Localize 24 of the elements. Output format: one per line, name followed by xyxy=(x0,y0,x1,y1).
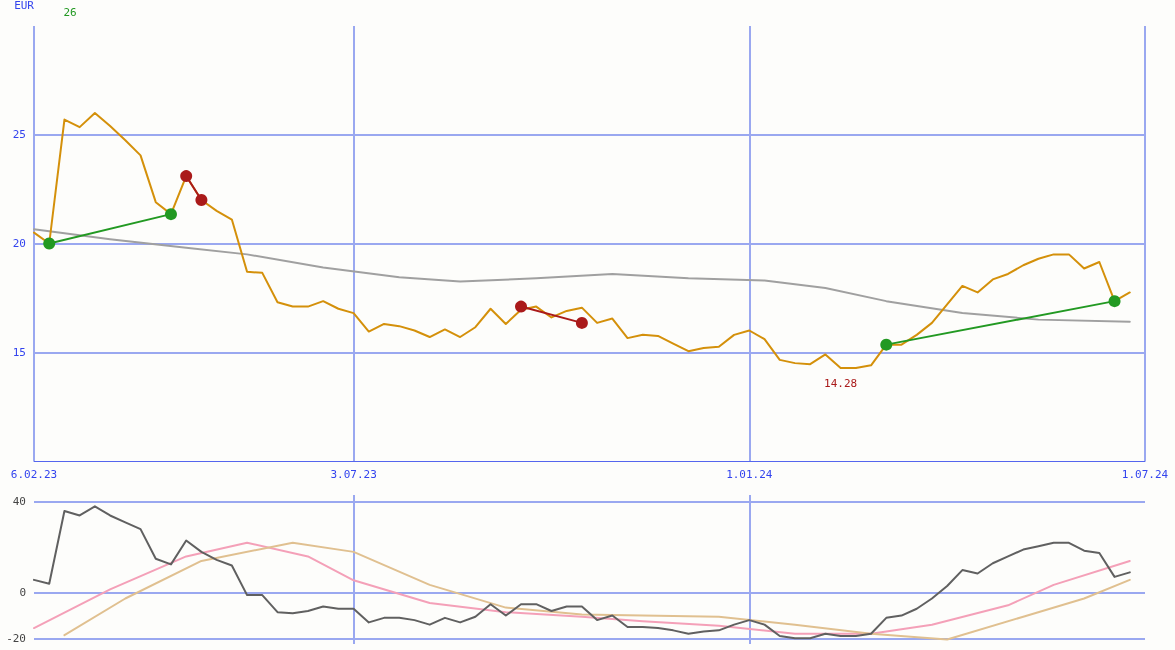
y-tick-label: 25 xyxy=(12,128,26,142)
x-tick-label: 1.01.24 xyxy=(726,468,773,481)
point xyxy=(180,170,193,183)
point xyxy=(1108,295,1121,308)
point xyxy=(195,194,208,206)
line-series xyxy=(33,112,1131,369)
point xyxy=(515,300,528,313)
annotation: 14.28 xyxy=(824,377,858,391)
x-tick-label: 6.02.23 xyxy=(10,468,58,481)
y-tick-label: 0 xyxy=(19,586,26,600)
point xyxy=(880,338,893,351)
point xyxy=(575,316,588,329)
y-axis-title: EUR xyxy=(14,0,35,12)
y-tick-label: -20 xyxy=(6,631,26,645)
x-tick-label: 1.07.24 xyxy=(1121,468,1169,481)
point xyxy=(43,237,56,250)
x-tick-label: 3.07.23 xyxy=(330,468,377,481)
line-series xyxy=(33,505,1131,640)
y-tick-label: 20 xyxy=(12,237,26,250)
point xyxy=(164,208,177,221)
y-tick-label: 40 xyxy=(12,495,26,509)
y-tick-label: 15 xyxy=(12,345,26,359)
line-series xyxy=(33,228,1131,323)
text: 26 xyxy=(63,5,77,19)
